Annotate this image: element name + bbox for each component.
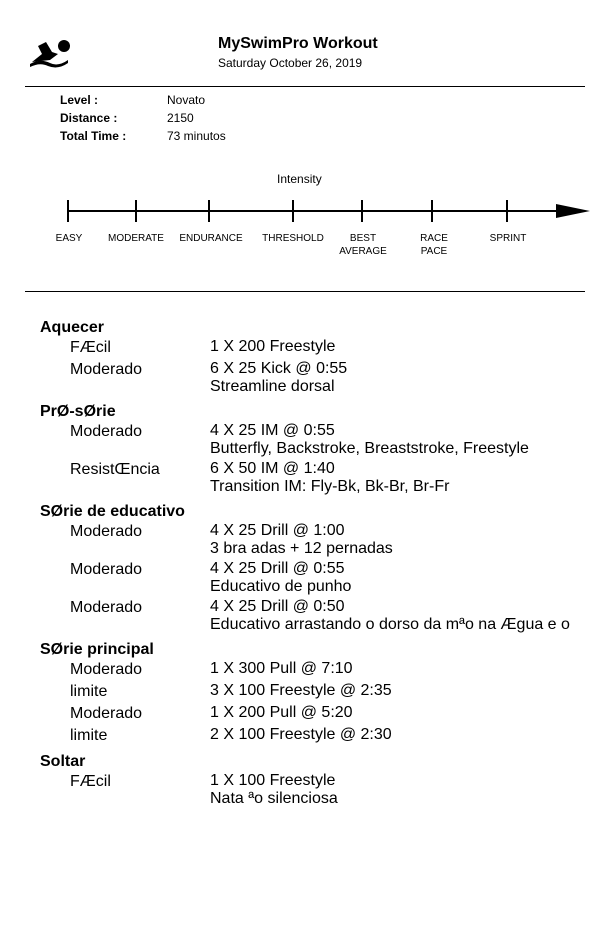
set-row: Moderado 4 X 25 Drill @ 0:55 Educativo de …: [40, 560, 612, 596]
set-intensity: Moderado: [70, 523, 143, 540]
set-line: 3 X 100 Freestyle @ 2:35: [210, 682, 392, 699]
set-row: ResistŒncia 6 X 50 IM @ 1:40 Transition IM…: [40, 460, 612, 496]
set-intensity: FÆcil: [70, 773, 111, 790]
workout-section: Aquecer FÆcil 1 X 200 Freestyle Moderado 6 X…: [40, 318, 612, 396]
set-row: Moderado 1 X 200 Pull @ 5:20: [40, 704, 612, 724]
set-description: 1 X 100 Freestyle Nata ªo silenciosa: [210, 772, 338, 808]
set-description: 1 X 200 Freestyle: [210, 338, 335, 358]
set-intensity: Moderado: [70, 599, 143, 616]
set-row: limite 3 X 100 Freestyle @ 2:35: [40, 682, 612, 702]
level-easy: EASY: [55, 233, 83, 244]
set-row: Moderado 4 X 25 Drill @ 1:00 3 bra adas + …: [40, 522, 612, 558]
set-description: 4 X 25 Drill @ 1:00 3 bra adas + 12 perna…: [210, 522, 393, 558]
section-title: Soltar: [40, 753, 86, 770]
set-intensity: limite: [70, 727, 108, 744]
set-description: 1 X 200 Pull @ 5:20: [210, 704, 353, 724]
set-line: 1 X 200 Freestyle: [210, 338, 336, 355]
set-intensity: Moderado: [70, 361, 143, 378]
set-row: FÆcil 1 X 100 Freestyle Nata ªo silenciosa: [40, 772, 612, 808]
set-description: 3 X 100 Freestyle @ 2:35: [210, 682, 392, 702]
set-description: 4 X 25 IM @ 0:55 Butterfly, Backstroke, B…: [210, 422, 529, 458]
set-line: 1 X 200 Pull @ 5:20: [210, 704, 353, 721]
set-description: 2 X 100 Freestyle @ 2:30: [210, 726, 392, 746]
set-description: 4 X 25 Drill @ 0:55 Educativo de punho: [210, 560, 351, 596]
workout-sets: Aquecer FÆcil 1 X 200 Freestyle Moderado 6 X…: [40, 318, 612, 808]
set-line: 1 X 300 Pull @ 7:10: [210, 660, 353, 677]
set-line: 6 X 50 IM @ 1:40: [210, 460, 335, 477]
set-row: FÆcil 1 X 200 Freestyle: [40, 338, 612, 358]
intensity-divider: [25, 291, 585, 292]
level-threshold: THRESHOLD: [262, 233, 324, 244]
set-line: 4 X 25 IM @ 0:55: [210, 422, 335, 439]
level-race-pace: RACE PACE: [420, 233, 448, 257]
set-line: Nata ªo silenciosa: [210, 790, 338, 807]
set-description: 6 X 25 Kick @ 0:55 Streamline dorsal: [210, 360, 347, 396]
header-divider: [25, 86, 585, 87]
total-time-label: Total Time :: [60, 129, 127, 143]
level-endurance: ENDURANCE: [179, 233, 243, 244]
intensity-scale: EASY MODERATE ENDURANCE THRESHOLD BEST A…: [0, 195, 612, 265]
section-title: Aquecer: [40, 319, 105, 336]
level-moderate: MODERATE: [108, 233, 164, 244]
total-time-value: 73 minutos: [167, 129, 226, 143]
set-line: 2 X 100 Freestyle @ 2:30: [210, 726, 392, 743]
set-description: 1 X 300 Pull @ 7:10: [210, 660, 353, 680]
set-line: Streamline dorsal: [210, 378, 335, 395]
level-best-average: BEST AVERAGE: [339, 233, 387, 257]
set-line: Educativo de punho: [210, 578, 352, 595]
set-row: Moderado 6 X 25 Kick @ 0:55 Streamline dor…: [40, 360, 612, 396]
set-intensity: Moderado: [70, 423, 143, 440]
section-title: PrØ-sØrie: [40, 403, 116, 420]
set-line: Butterfly, Backstroke, Breaststroke, Fre…: [210, 440, 529, 457]
set-line: 1 X 100 Freestyle: [210, 772, 336, 789]
set-line: 6 X 25 Kick @ 0:55: [210, 360, 348, 377]
level-value: Novato: [167, 93, 206, 107]
intensity-title: Intensity: [277, 172, 322, 186]
set-intensity: FÆcil: [70, 339, 111, 356]
level-sprint: SPRINT: [489, 233, 527, 244]
set-line: 4 X 25 Drill @ 1:00: [210, 522, 345, 539]
set-row: limite 2 X 100 Freestyle @ 2:30: [40, 726, 612, 746]
set-row: Moderado 4 X 25 Drill @ 0:50 Educativo arr…: [40, 598, 612, 634]
set-line: 3 bra adas + 12 pernadas: [210, 540, 393, 557]
set-intensity: Moderado: [70, 561, 143, 578]
set-intensity: ResistŒncia: [70, 461, 160, 478]
intensity-axis: [67, 200, 590, 222]
workout-section: PrØ-sØrie Moderado 4 X 25 IM @ 0:55 Butterf…: [40, 402, 612, 496]
set-row: Moderado 4 X 25 IM @ 0:55 Butterfly, Backs…: [40, 422, 612, 458]
section-title: SØrie de educativo: [40, 503, 185, 520]
workout-date: Saturday October 26, 2019: [218, 56, 363, 70]
distance-label: Distance :: [60, 111, 118, 125]
set-line: 4 X 25 Drill @ 0:55: [210, 560, 345, 577]
workout-section: SØrie principal Moderado 1 X 300 Pull @ 7:…: [40, 640, 612, 746]
set-line: 4 X 25 Drill @ 0:50: [210, 598, 345, 615]
workout-section: SØrie de educativo Moderado 4 X 25 Drill @…: [40, 502, 612, 634]
set-description: 6 X 50 IM @ 1:40 Transition IM: Fly-Bk, B…: [210, 460, 449, 496]
swimmer-icon: [30, 40, 70, 68]
set-intensity: Moderado: [70, 705, 143, 722]
set-row: Moderado 1 X 300 Pull @ 7:10: [40, 660, 612, 680]
section-title: SØrie principal: [40, 641, 154, 658]
level-label: Level :: [60, 93, 99, 107]
workout-title: MySwimPro Workout: [218, 35, 378, 52]
set-line: Transition IM: Fly-Bk, Bk-Br, Br-Fr: [210, 478, 450, 495]
arrow-right-icon: [556, 204, 590, 218]
set-description: 4 X 25 Drill @ 0:50 Educativo arrastando …: [210, 598, 570, 634]
set-intensity: Moderado: [70, 661, 143, 678]
set-line: Educativo arrastando o dorso da mªo na Æ…: [210, 616, 570, 633]
distance-value: 2150: [167, 111, 194, 125]
set-intensity: limite: [70, 683, 108, 700]
workout-section: Soltar FÆcil 1 X 100 Freestyle Nata ªo sile…: [40, 752, 612, 808]
